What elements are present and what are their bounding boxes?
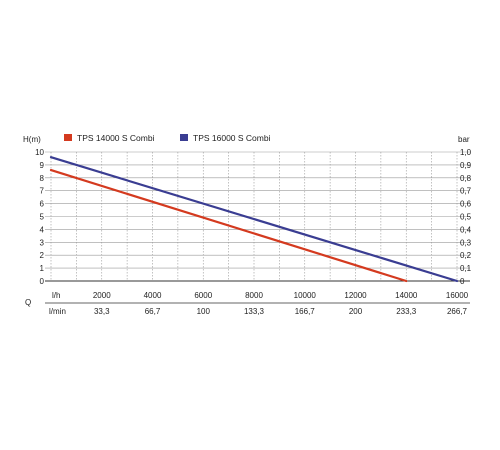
tick-labels: 0 0 1 0,1 2 0,2 3 0,3 4 0,4 5 0,5 6 0,6 7 0,7 8 0,8 9 0,9 10… — [35, 148, 472, 316]
y2-tick-label: 1,0 — [460, 148, 472, 157]
x-tick-label: 4000 — [144, 291, 162, 300]
x-unit-secondary: l/min — [49, 307, 66, 316]
y-tick-label: 7 — [40, 187, 45, 196]
x-tick-label-secondary: 266,7 — [447, 307, 468, 316]
y-tick-label: 9 — [40, 161, 45, 170]
legend-label-1: TPS 14000 S Combi — [77, 133, 155, 143]
legend-label-2: TPS 16000 S Combi — [193, 133, 271, 143]
x-tick-label-secondary: 200 — [349, 307, 363, 316]
x-tick-label-secondary: 100 — [197, 307, 211, 316]
y-tick-label: 0 — [40, 277, 45, 286]
x-tick-label-secondary: 66,7 — [145, 307, 161, 316]
y2-tick-label: 0,5 — [460, 213, 472, 222]
x-tick-label: 8000 — [245, 291, 263, 300]
legend-swatch-2 — [180, 134, 188, 141]
y2-tick-label: 0,2 — [460, 251, 472, 260]
x-tick-label: 6000 — [194, 291, 212, 300]
x-tick-label-secondary: 133,3 — [244, 307, 265, 316]
y-tick-label: 10 — [35, 148, 44, 157]
y2-tick-label: 0,4 — [460, 225, 472, 234]
y2-tick-label: 0,6 — [460, 200, 472, 209]
x-tick-label: 16000 — [446, 291, 469, 300]
y-tick-label: 5 — [40, 213, 45, 222]
y-axis-label-left: H(m) — [23, 135, 41, 144]
x-tick-label-secondary: 33,3 — [94, 307, 110, 316]
series-line-1 — [49, 168, 408, 283]
y-axis-label-right: bar — [458, 135, 470, 144]
y-tick-label: 1 — [40, 264, 45, 273]
x-tick-label: 12000 — [344, 291, 367, 300]
y2-tick-label: 0 — [460, 277, 465, 286]
legend: TPS 14000 S Combi TPS 16000 S Combi — [64, 133, 271, 143]
y-tick-label: 2 — [40, 251, 45, 260]
x-tick-label-secondary: 233,3 — [396, 307, 417, 316]
y2-tick-label: 0,1 — [460, 264, 472, 273]
series-line-2 — [49, 156, 459, 283]
y2-tick-label: 0,9 — [460, 161, 472, 170]
y-tick-label: 3 — [40, 238, 45, 247]
x-tick-label: 14000 — [395, 291, 418, 300]
legend-swatch-1 — [64, 134, 72, 141]
y-tick-label: 4 — [40, 225, 45, 234]
series-lines — [49, 156, 459, 283]
y2-tick-label: 0,7 — [460, 187, 472, 196]
y2-tick-label: 0,3 — [460, 238, 472, 247]
x-tick-label: 2000 — [93, 291, 111, 300]
x-tick-label: 10000 — [294, 291, 317, 300]
y2-tick-label: 0,8 — [460, 174, 472, 183]
x-axis-symbol: Q — [25, 298, 31, 307]
y-tick-label: 8 — [40, 174, 45, 183]
x-unit-primary: l/h — [52, 291, 60, 300]
y-tick-label: 6 — [40, 200, 45, 209]
x-tick-label-secondary: 166,7 — [295, 307, 316, 316]
